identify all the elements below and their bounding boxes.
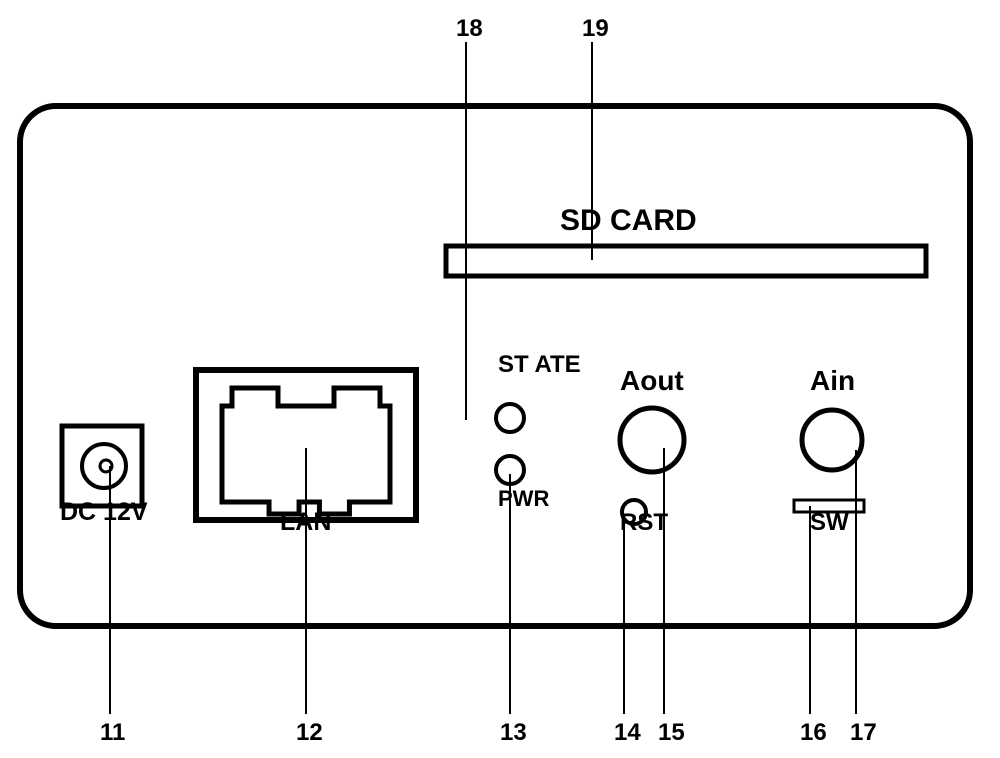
- callout-label-14: 14: [614, 719, 641, 746]
- rst-label: RST: [620, 509, 668, 536]
- sdcard-label: SD CARD: [560, 204, 697, 237]
- diagram-stage: SD CARDDC 12VLANST ATEPWRAoutAinRSTSW111…: [0, 0, 1000, 753]
- callout-label-13: 13: [500, 719, 527, 746]
- ain-label: Ain: [810, 365, 855, 396]
- callout-label-15: 15: [658, 719, 685, 746]
- aout-label: Aout: [620, 365, 684, 396]
- callout-label-17: 17: [850, 719, 877, 746]
- state-label: ST ATE: [498, 351, 581, 378]
- callout-label-12: 12: [296, 719, 323, 746]
- callout-label-18: 18: [456, 15, 483, 42]
- callout-label-19: 19: [582, 15, 609, 42]
- pwr-label: PWR: [498, 486, 549, 511]
- callout-label-11: 11: [100, 719, 125, 746]
- diagram-svg: SD CARDDC 12VLANST ATEPWRAoutAinRSTSW111…: [0, 0, 1000, 753]
- dc12v-label: DC 12V: [60, 498, 148, 526]
- sw-label: SW: [810, 509, 849, 536]
- callout-label-16: 16: [800, 719, 827, 746]
